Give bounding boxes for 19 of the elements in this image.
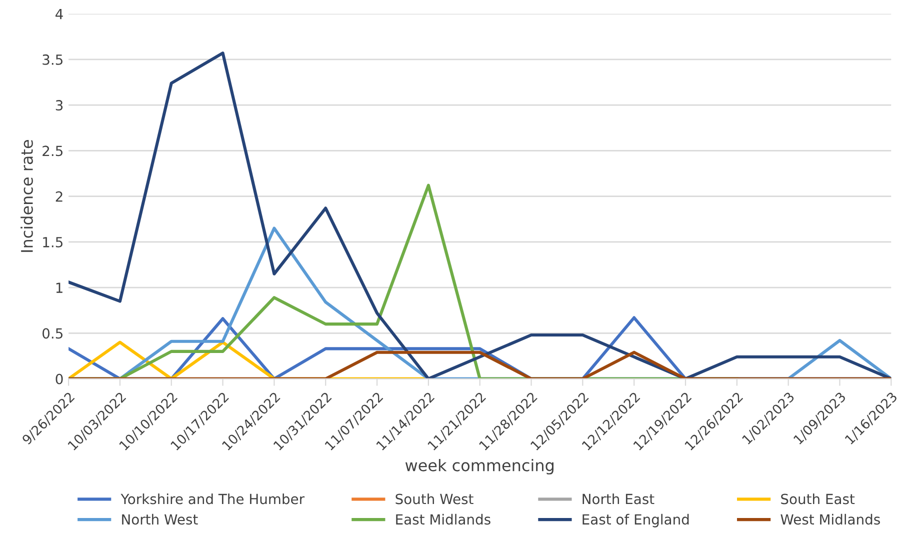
y-tick-label: 0.5 [42,328,62,339]
legend-label: North West [122,514,198,525]
legend-label: South West [396,494,474,504]
y-tick-label: 4 [56,8,63,20]
y-tick-label: 3.5 [42,54,62,65]
y-axis-title: Incidence rate [20,140,33,252]
y-tick-label: 1 [56,282,62,293]
y-tick-label: 0 [56,374,63,384]
legend-label: West Midlands [780,514,880,525]
legend-label: East Midlands [396,514,490,525]
legend-label: South East [781,494,855,504]
y-tick-label: 2 [56,191,62,202]
legend-label: North East [582,494,654,504]
y-tick-label: 1.5 [43,237,62,248]
legend-label: East of England [582,514,689,528]
y-tick-label: 2.5 [42,146,62,156]
x-axis-title: week commencing [405,458,554,474]
y-tick-label: 3 [56,100,63,111]
legend-label: Yorkshire and The Humber [120,494,305,504]
